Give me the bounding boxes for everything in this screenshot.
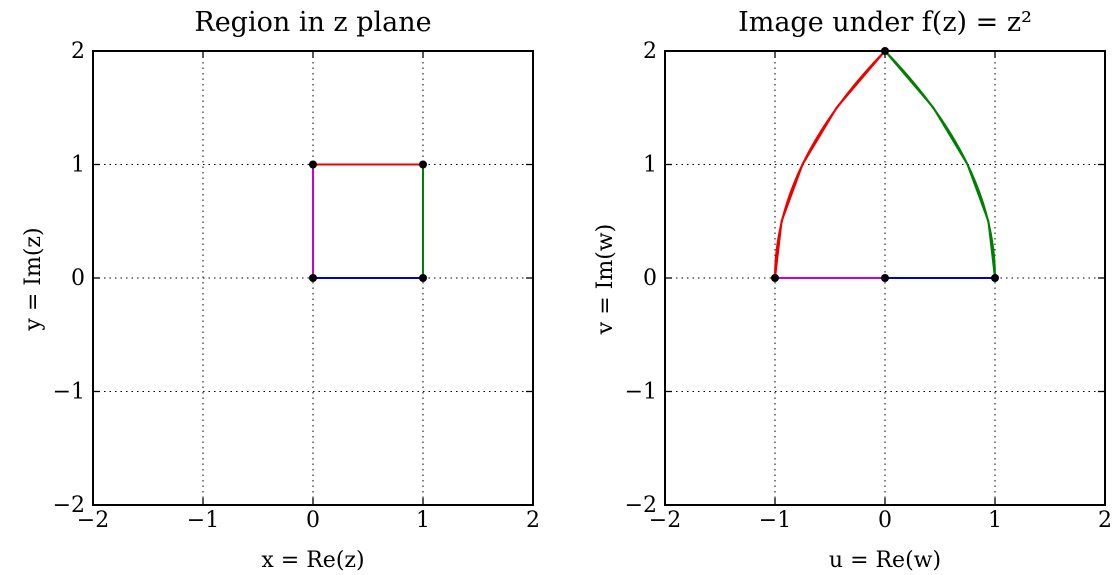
w-plane-xtick-label-3: 1: [988, 508, 1002, 533]
z-plane-x-axis-label: x = Re(z): [261, 548, 364, 573]
z-plane-xtick-label-4: 2: [526, 508, 540, 533]
z-plane-ytick-label-1: −1: [53, 380, 85, 405]
w-plane-y-axis-label: v = Im(w): [593, 224, 618, 335]
w-plane-panel: Image under f(z) = z² u = Re(w) v = Im(w…: [593, 7, 1112, 573]
z-plane-vertex-point-3: [309, 160, 317, 169]
w-plane-title: Image under f(z) = z²: [738, 7, 1032, 38]
z-plane-vertex-point-2: [419, 160, 427, 169]
z-plane-title: Region in z plane: [194, 7, 431, 38]
w-plane-ytick-label-0: −2: [625, 493, 657, 518]
w-plane-x-axis-label: u = Re(w): [829, 548, 941, 573]
z-plane-xtick-label-3: 1: [416, 508, 430, 533]
z-plane-ytick-label-3: 1: [71, 153, 85, 178]
z-plane-xtick-label-1: −1: [187, 508, 219, 533]
w-plane-arc-0: [884, 50, 996, 279]
w-plane-vertex-point-2: [881, 47, 889, 55]
z-plane-ytick-label-2: 0: [71, 266, 85, 291]
z-plane-ytick-label-4: 2: [71, 39, 85, 64]
w-plane-xtick-label-4: 2: [1098, 508, 1112, 533]
w-plane-ytick-label-1: −1: [625, 380, 657, 405]
w-plane-xtick-label-0: −2: [649, 508, 681, 533]
w-plane-ytick-label-4: 2: [643, 39, 657, 64]
z-plane-vertex-point-0: [309, 274, 317, 282]
w-plane-vertex-point-0: [881, 274, 889, 282]
w-plane-arc-1: [774, 50, 886, 279]
z-plane-ytick-label-0: −2: [53, 493, 85, 518]
z-plane-xtick-label-0: −2: [77, 508, 109, 533]
z-plane-xtick-label-2: 0: [306, 508, 320, 533]
z-plane-vertex-point-1: [419, 274, 427, 282]
w-plane-ytick-label-3: 1: [643, 153, 657, 178]
z-plane-panel: Region in z plane x = Re(z) y = Im(z) −2…: [21, 7, 540, 573]
z-plane-y-axis-label: y = Im(z): [21, 227, 46, 331]
w-plane-vertex-point-1: [991, 274, 999, 282]
w-plane-ytick-label-2: 0: [643, 266, 657, 291]
w-plane-vertex-point-3: [771, 274, 779, 282]
w-plane-xtick-label-2: 0: [878, 508, 892, 533]
w-plane-xtick-label-1: −1: [759, 508, 791, 533]
